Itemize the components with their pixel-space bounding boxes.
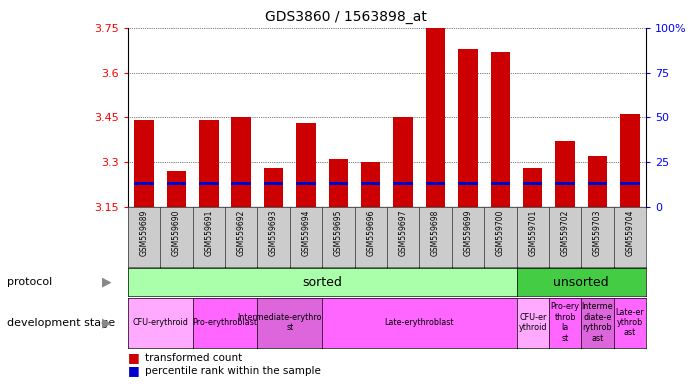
- Bar: [264, 168, 283, 207]
- Text: GSM559693: GSM559693: [269, 209, 278, 256]
- Bar: [393, 117, 413, 207]
- Text: GSM559690: GSM559690: [172, 209, 181, 256]
- Text: Late-erythroblast: Late-erythroblast: [385, 318, 454, 327]
- Bar: [588, 182, 607, 185]
- Text: GSM559697: GSM559697: [399, 209, 408, 256]
- Bar: [296, 182, 316, 185]
- Bar: [134, 120, 153, 207]
- Bar: [167, 182, 186, 185]
- Bar: [620, 182, 640, 185]
- Text: unsorted: unsorted: [553, 276, 609, 288]
- Bar: [491, 182, 510, 185]
- Text: Pro-erythroblast: Pro-erythroblast: [193, 318, 258, 327]
- Bar: [426, 28, 445, 207]
- Bar: [231, 117, 251, 207]
- Bar: [199, 182, 218, 185]
- Bar: [361, 162, 381, 207]
- Bar: [329, 182, 348, 185]
- Text: GSM559694: GSM559694: [301, 209, 310, 256]
- Bar: [620, 114, 640, 207]
- Text: transformed count: transformed count: [145, 353, 243, 362]
- Text: GSM559692: GSM559692: [237, 209, 246, 255]
- Text: Late-er
ythrob
ast: Late-er ythrob ast: [616, 308, 644, 338]
- Text: CFU-er
ythroid: CFU-er ythroid: [518, 313, 547, 332]
- Bar: [588, 156, 607, 207]
- Text: GSM559704: GSM559704: [625, 209, 634, 256]
- Bar: [426, 182, 445, 185]
- Bar: [491, 52, 510, 207]
- Bar: [361, 182, 381, 185]
- Bar: [199, 120, 218, 207]
- Bar: [231, 182, 251, 185]
- Text: GSM559689: GSM559689: [140, 209, 149, 255]
- Text: GSM559703: GSM559703: [593, 209, 602, 256]
- Text: ■: ■: [128, 351, 140, 364]
- Text: ■: ■: [128, 364, 140, 377]
- Bar: [458, 182, 477, 185]
- Text: GSM559698: GSM559698: [431, 209, 440, 255]
- Text: GSM559696: GSM559696: [366, 209, 375, 256]
- Bar: [556, 141, 575, 207]
- Text: GSM559701: GSM559701: [528, 209, 537, 255]
- Bar: [523, 182, 542, 185]
- Text: GSM559702: GSM559702: [560, 209, 569, 255]
- Text: GSM559695: GSM559695: [334, 209, 343, 256]
- Text: Pro-ery
throb
la
st: Pro-ery throb la st: [551, 303, 580, 343]
- Bar: [296, 123, 316, 207]
- Text: Interme
diate-e
rythrob
ast: Interme diate-e rythrob ast: [582, 303, 614, 343]
- Text: ▶: ▶: [102, 276, 112, 288]
- Bar: [556, 182, 575, 185]
- Bar: [134, 182, 153, 185]
- Bar: [264, 182, 283, 185]
- Text: ▶: ▶: [102, 316, 112, 329]
- Bar: [393, 182, 413, 185]
- Text: GDS3860 / 1563898_at: GDS3860 / 1563898_at: [265, 10, 426, 23]
- Bar: [167, 171, 186, 207]
- Bar: [458, 49, 477, 207]
- Text: GSM559700: GSM559700: [496, 209, 505, 256]
- Text: sorted: sorted: [302, 276, 342, 288]
- Text: Intermediate-erythroblast
st: Intermediate-erythroblast st: [238, 313, 342, 332]
- Bar: [523, 168, 542, 207]
- Text: percentile rank within the sample: percentile rank within the sample: [145, 366, 321, 376]
- Text: GSM559699: GSM559699: [464, 209, 473, 256]
- Text: protocol: protocol: [7, 277, 52, 287]
- Text: development stage: development stage: [7, 318, 115, 328]
- Text: GSM559691: GSM559691: [205, 209, 214, 255]
- Bar: [329, 159, 348, 207]
- Text: CFU-erythroid: CFU-erythroid: [132, 318, 188, 327]
